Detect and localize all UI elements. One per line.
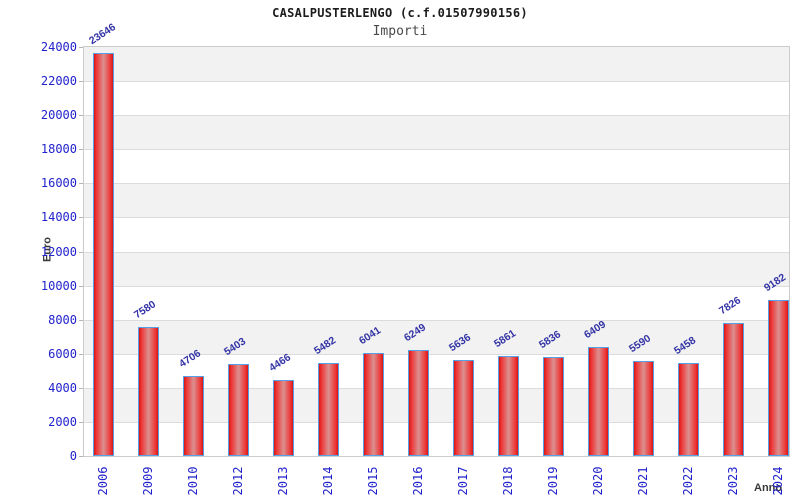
x-axis-tick-label: 2012: [231, 466, 245, 496]
plot-area: [83, 46, 790, 457]
bar-2021: [632, 360, 654, 456]
x-axis-tick-label: 2016: [411, 466, 425, 496]
bar-2019: [542, 356, 564, 456]
plot-band: [84, 251, 789, 286]
bar-2017: [452, 359, 474, 456]
bar-2010: [182, 375, 204, 456]
gridline: [84, 217, 789, 219]
gridline: [84, 421, 789, 423]
bar-2020: [587, 346, 609, 456]
x-axis-tick-label: 2009: [141, 466, 155, 496]
y-tick-mark: [79, 115, 83, 117]
gridline: [84, 387, 789, 389]
y-axis-tick-label: 16000: [40, 176, 77, 191]
x-axis-tick-label: 2014: [321, 466, 335, 496]
y-axis-tick-label: 22000: [40, 74, 77, 89]
y-axis-tick-label: 12000: [40, 244, 77, 259]
bar-2016: [407, 349, 429, 456]
gridline: [84, 183, 789, 185]
plot-band: [84, 115, 789, 150]
plot-band: [84, 47, 789, 82]
chart-subtitle: Importi: [372, 24, 428, 39]
plot-band: [84, 81, 789, 116]
x-axis-tick-label: 2010: [186, 466, 200, 496]
x-axis-title: Anno: [754, 482, 783, 494]
x-axis-tick-label: 2022: [681, 466, 695, 496]
bar-2023: [722, 322, 744, 456]
y-axis-tick-label: 20000: [40, 108, 77, 123]
x-axis-tick-label: 2017: [456, 466, 470, 496]
bar-2006: [92, 53, 114, 456]
gridline: [84, 285, 789, 287]
y-tick-mark: [79, 217, 83, 219]
bar-2024: [767, 299, 789, 456]
y-axis-tick-label: 4000: [48, 380, 77, 395]
x-axis-tick-label: 2019: [546, 466, 560, 496]
y-tick-mark: [79, 251, 83, 253]
gridline: [84, 81, 789, 83]
y-axis-tick-label: 0: [69, 449, 77, 463]
y-tick-mark: [79, 149, 83, 151]
y-tick-mark: [79, 319, 83, 321]
y-tick-mark: [79, 183, 83, 185]
x-axis-tick-label: 2021: [636, 466, 650, 496]
x-axis-tick-label: 2015: [366, 466, 380, 496]
bar-2014: [317, 362, 339, 456]
y-tick-mark: [79, 456, 83, 457]
plot-band: [84, 217, 789, 252]
gridline: [84, 353, 789, 355]
y-tick-mark: [79, 353, 83, 355]
y-axis-tick-label: 10000: [40, 278, 77, 293]
y-axis-tick-label: 14000: [40, 210, 77, 225]
x-axis-tick-label: 2024: [771, 466, 785, 496]
y-tick-mark: [79, 387, 83, 389]
y-tick-mark: [79, 81, 83, 83]
bar-2015: [362, 353, 384, 456]
plot-band: [84, 183, 789, 218]
bar-2018: [497, 356, 519, 456]
plot-band: [84, 319, 789, 354]
y-tick-mark: [79, 285, 83, 287]
bar-2009: [137, 326, 159, 456]
x-axis-tick-label: 2018: [501, 466, 515, 496]
gridline: [84, 319, 789, 321]
gridline: [84, 115, 789, 117]
bar-2013: [272, 379, 294, 456]
gridline: [84, 251, 789, 253]
plot-band: [84, 285, 789, 320]
chart-title: CASALPUSTERLENGO (c.f.01507990156): [272, 6, 528, 20]
y-axis-tick-label: 2000: [48, 414, 77, 429]
bar-2022: [677, 362, 699, 456]
y-axis-tick-label: 8000: [48, 312, 77, 327]
x-axis-tick-label: 2020: [591, 466, 605, 496]
y-axis-tick-label: 18000: [40, 142, 77, 157]
bar-2012: [227, 363, 249, 456]
y-tick-mark: [79, 47, 83, 48]
x-axis-tick-label: 2023: [726, 466, 740, 496]
y-tick-mark: [79, 421, 83, 423]
plot-band: [84, 149, 789, 184]
y-axis-tick-label: 24000: [40, 40, 77, 54]
y-axis-tick-label: 6000: [48, 346, 77, 361]
x-axis-tick-label: 2013: [276, 466, 290, 496]
x-axis-tick-label: 2006: [96, 466, 110, 496]
gridline: [84, 149, 789, 151]
